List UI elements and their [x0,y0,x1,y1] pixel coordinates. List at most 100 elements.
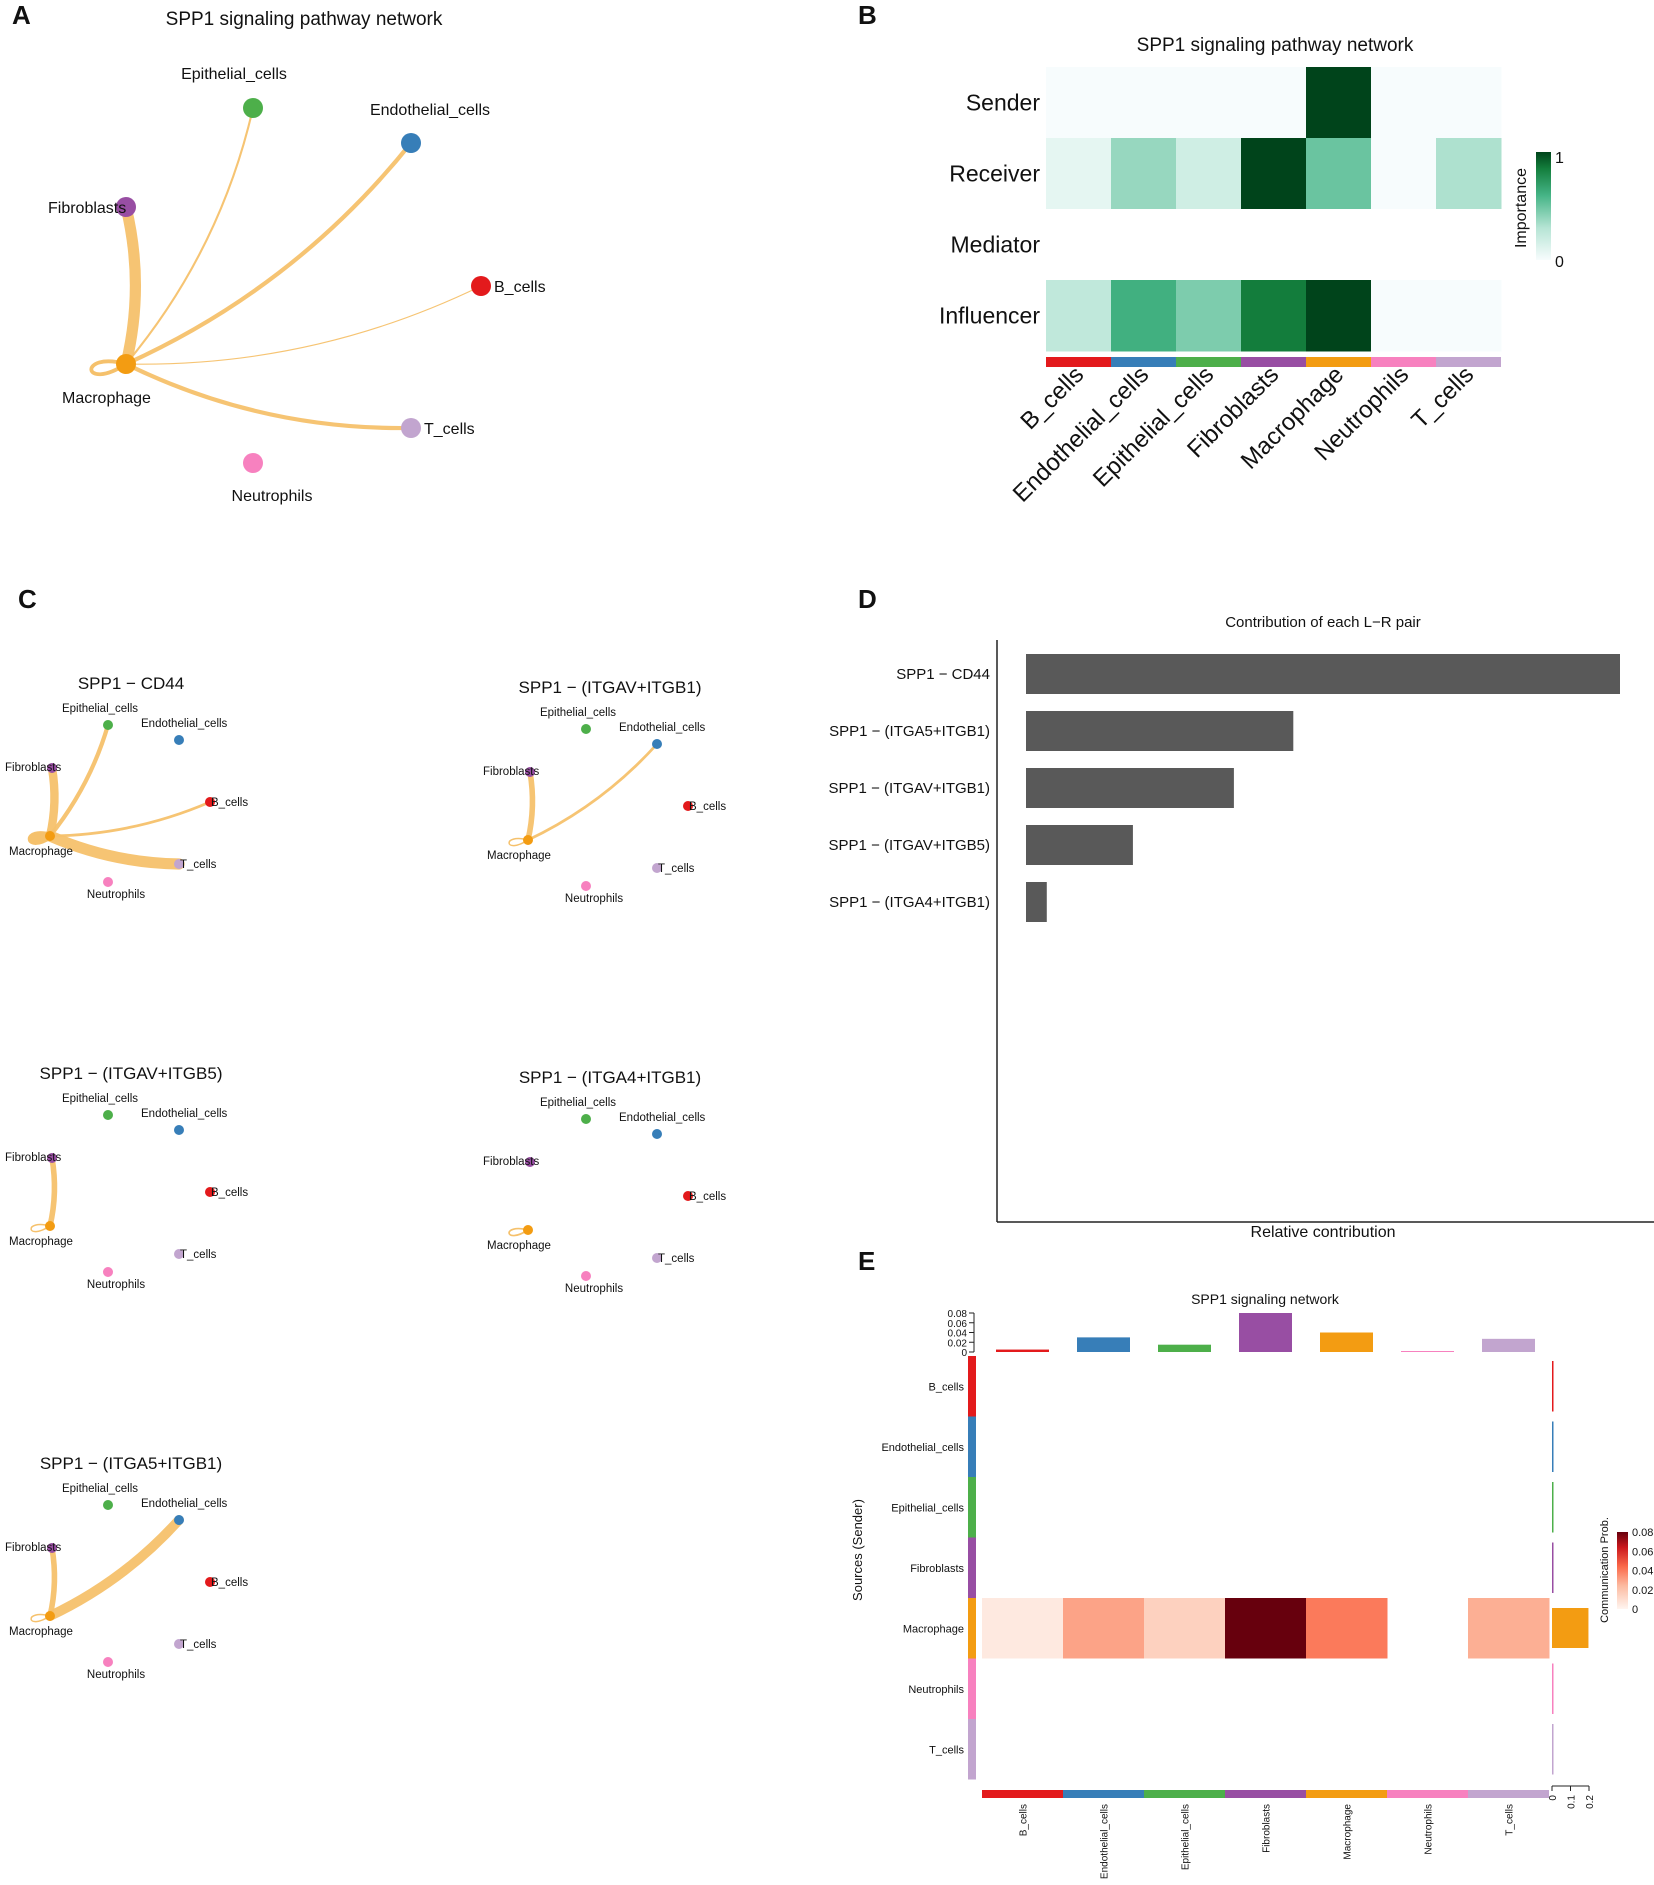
panel-b-cell-influencer-b-cells [1046,280,1112,352]
panel-b-color-bar-epithelial-cells [1176,357,1241,367]
panel-c-1-label-epithelial-cells: Epithelial_cells [62,703,138,715]
panel-e-right-bar-t-cells [1552,1724,1554,1775]
panel-b-cell-influencer-endothelial-cells [1111,280,1177,352]
panel-c-1-edge-self-loop [27,831,54,845]
panel-a-node-t-cells [401,418,421,438]
panel-b-cell-mediator-neutrophils [1371,209,1437,281]
panel-d-bar-1 [1026,654,1620,694]
panel-c-4-node-macrophage [523,1225,533,1235]
panel-c-2-label-endothelial-cells: Endothelial_cells [619,722,706,734]
panel-c-1-edge-to-fibroblasts [45,763,59,841]
panel-e-row-label-endothelial-cells: Endothelial_cells [881,1442,964,1454]
panel-a-label-b-cells: B_cells [494,279,546,296]
panel-a-title: SPP1 signaling pathway network [166,9,443,30]
panel-e-col-label-fibroblasts: Fibroblasts [1262,1804,1273,1853]
panel-c-4-label-endothelial-cells: Endothelial_cells [619,1112,706,1124]
panel-c-1-label-b-cells: B_cells [211,797,248,809]
panel-e-legend-bar [1617,1532,1628,1609]
panel-b-row-label-influencer: Influencer [939,303,1040,329]
panel-c-5-node-fibroblasts [47,1543,57,1553]
panel-c-2-edge-to-fibroblasts [525,769,536,843]
panel-e-top-bar-b-cells [996,1349,1049,1352]
panel-a-edge-to-epithelial-cells [124,106,255,366]
panel-a-node-epithelial-cells [243,98,263,118]
panel-c-4-node-endothelial-cells [652,1129,662,1139]
panel-b-cell-influencer-macrophage [1306,280,1372,352]
panel-e-col-color-epithelial-cells [1144,1790,1225,1798]
panel-b-legend-bar [1536,152,1551,260]
panel-c-1-node-endothelial-cells [174,735,184,745]
panel-e-cell-macrophage-endothelial-cells [1063,1598,1145,1659]
panel-b-color-bar-t-cells [1436,357,1501,367]
panel-c-2-node-fibroblasts [525,767,535,777]
panel-b-row-label-sender: Sender [966,90,1041,116]
panel-c-4-label-fibroblasts: Fibroblasts [483,1156,539,1168]
panel-c-subplot-title-4: SPP1 − (ITGA4+ITGB1) [519,1068,701,1087]
panel-d-bar-label-3: SPP1 − (ITGAV+ITGB1) [829,780,990,797]
panel-b-cell-sender-t-cells [1436,67,1502,139]
panel-d-bar-label-5: SPP1 − (ITGA4+ITGB1) [829,894,990,911]
panel-a-edge-to-t-cells [123,361,414,431]
panel-e-row-label-macrophage: Macrophage [903,1623,964,1635]
panel-b-cell-influencer-neutrophils [1371,280,1437,352]
panel-c-1-edge-to-b-cells [48,800,212,838]
panel-b-cell-influencer-epithelial-cells [1176,280,1242,352]
panel-e-right-tick-label-2: 0.2 [1585,1795,1596,1809]
panel-b-cell-receiver-neutrophils [1371,138,1437,210]
panel-e-top-tick-label-2: 0.04 [948,1329,968,1340]
panel-e-col-label-t-cells: T_cells [1505,1804,1516,1836]
panel-b-title: SPP1 signaling pathway network [1137,35,1414,56]
panel-d-xlabel: Relative contribution [1251,1224,1396,1241]
panel-c-4-node-b-cells [683,1191,693,1201]
panel-a-edge-to-endothelial-cells [123,140,414,367]
panel-c-5-edge-self-loop [30,1613,51,1623]
panel-e-right-tick-label-1: 0.1 [1567,1795,1578,1809]
panel-c-5-label-b-cells: B_cells [211,1577,248,1589]
panel-c-5-edge-to-fibroblasts [47,1545,58,1619]
panel-c-5-edge-to-endothelial-cells [45,1515,184,1621]
panel-c-5-node-endothelial-cells [174,1515,184,1525]
panel-b-cell-mediator-epithelial-cells [1176,209,1242,281]
panel-b-legend-title: Importance [1513,168,1530,248]
panel-c-3-node-endothelial-cells [174,1125,184,1135]
panel-c-3-label-neutrophils: Neutrophils [87,1279,145,1291]
panel-e-legend-title: Communication Prob. [1599,1517,1611,1623]
panel-b-color-bar-b-cells [1046,357,1111,367]
panel-e-col-color-b-cells [982,1790,1063,1798]
panel-e-right-bar-neutrophils [1552,1663,1554,1714]
panel-e-row-color-b-cells [968,1356,976,1417]
panel-b-legend-min: 0 [1555,254,1564,271]
panel-b-cell-receiver-epithelial-cells [1176,138,1242,210]
panel-e-col-color-t-cells [1468,1790,1549,1798]
panel-c-4-label-t-cells: T_cells [658,1253,695,1265]
panel-b-cell-sender-fibroblasts [1241,67,1307,139]
panel-e-legend-tick-3: 0.06 [1632,1546,1653,1558]
panel-c-3-node-macrophage [45,1221,55,1231]
panel-e-right-bar-macrophage [1552,1608,1589,1648]
panel-e-top-tick-label-0: 0 [961,1348,967,1359]
panel-e-row-label-epithelial-cells: Epithelial_cells [891,1502,964,1514]
panel-b-color-bar-fibroblasts [1241,357,1306,367]
panel-d-bar-4 [1026,825,1133,865]
panel-c-2-label-fibroblasts: Fibroblasts [483,766,539,778]
panel-letter-b: B [858,0,877,30]
panel-c-4-label-b-cells: B_cells [689,1191,726,1203]
panel-b-cell-influencer-t-cells [1436,280,1502,352]
panel-c-5-label-epithelial-cells: Epithelial_cells [62,1483,138,1495]
panel-c-4-node-neutrophils [581,1271,591,1281]
panel-e-right-bar-b-cells [1552,1361,1554,1412]
panel-c-5-label-neutrophils: Neutrophils [87,1669,145,1681]
panel-a-node-endothelial-cells [401,133,421,153]
panel-c-3-label-macrophage: Macrophage [9,1236,73,1248]
panel-e-col-label-macrophage: Macrophage [1343,1804,1354,1860]
panel-e-col-color-macrophage [1306,1790,1387,1798]
panel-d-bar-2 [1026,711,1294,751]
panel-b-cell-receiver-fibroblasts [1241,138,1307,210]
panel-c-5-node-macrophage [45,1611,55,1621]
panel-c-3-label-b-cells: B_cells [211,1187,248,1199]
panel-d-bar-5 [1026,882,1047,922]
panel-b-color-bar-macrophage [1306,357,1371,367]
panel-e-right-bar-epithelial-cells [1552,1482,1554,1533]
panel-c-1-label-fibroblasts: Fibroblasts [5,762,61,774]
panel-c-5-label-t-cells: T_cells [180,1639,217,1651]
